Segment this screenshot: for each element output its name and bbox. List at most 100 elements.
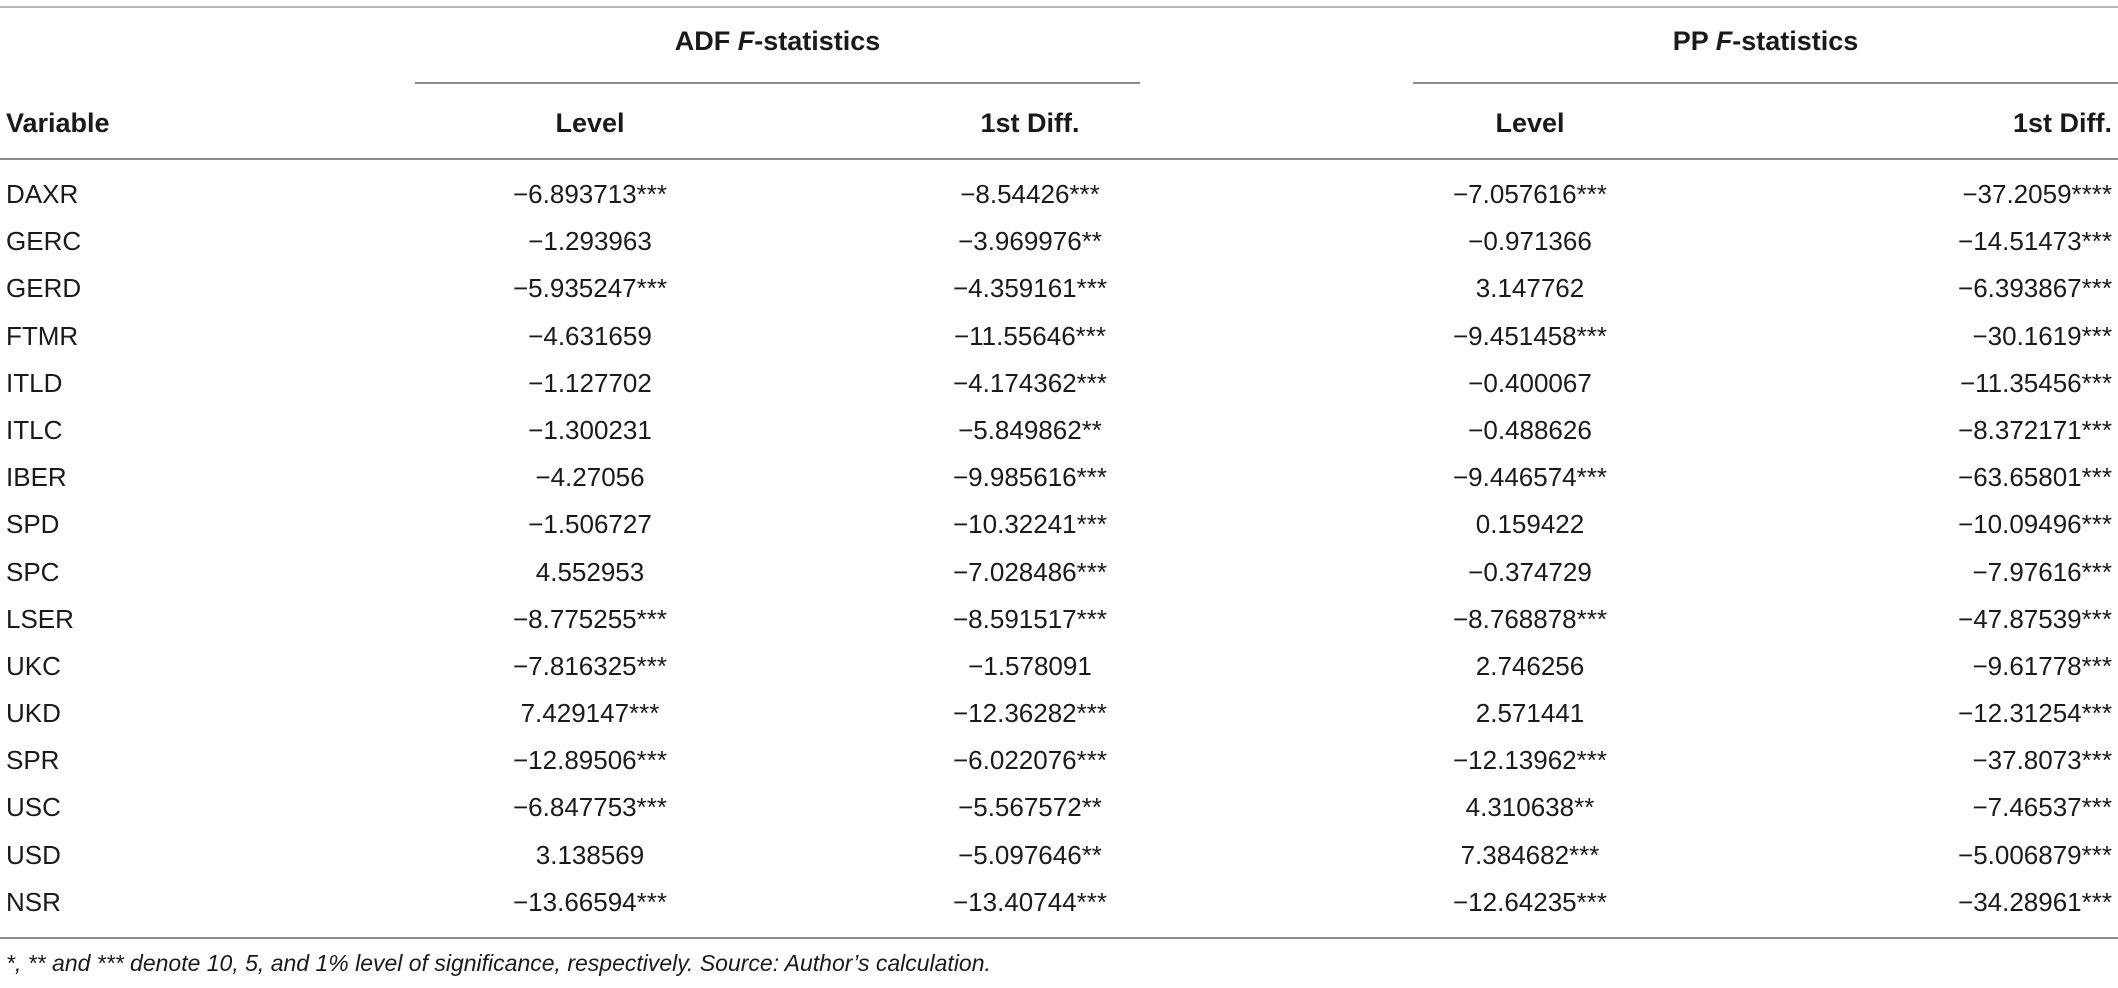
column-header-adf-level: Level xyxy=(555,108,625,138)
cell-pp-diff: −63.65801*** xyxy=(1958,462,2112,493)
table-row: ITLD −1.127702 −4.174362*** −0.400067 −11.35… xyxy=(0,363,2118,410)
cell-adf-level: −7.816325*** xyxy=(513,650,667,681)
cell-pp-level: −12.64235*** xyxy=(1453,886,1607,917)
column-header-pp-diff: 1st Diff. xyxy=(2012,108,2112,138)
cell-adf-diff: −6.022076*** xyxy=(953,745,1107,776)
cell-pp-level: 4.310638** xyxy=(1465,792,1595,823)
cell-pp-diff: −5.006879*** xyxy=(1958,839,2112,870)
cell-variable: ITLD xyxy=(6,367,63,398)
cell-adf-level: −1.127702 xyxy=(528,367,652,398)
cell-adf-diff: −5.097646** xyxy=(958,839,1102,870)
cell-pp-diff: −8.372171*** xyxy=(1958,414,2112,445)
table-footnote: *, ** and *** denote 10, 5, and 1% level… xyxy=(6,950,991,976)
cell-adf-level: 4.552953 xyxy=(535,556,645,587)
cell-pp-diff: −6.393867*** xyxy=(1958,273,2112,304)
adf-header-suffix: -statistics xyxy=(754,26,881,56)
table-row: SPR −12.89506*** −6.022076*** −12.13962*** −… xyxy=(0,740,2118,787)
cell-variable: IBER xyxy=(6,462,67,493)
cell-variable: SPR xyxy=(6,745,60,776)
cell-adf-diff: −13.40744*** xyxy=(953,886,1107,917)
table-row: GERD −5.935247*** −4.359161*** 3.147762 −6.3… xyxy=(0,268,2118,315)
cell-adf-diff: −5.849862** xyxy=(958,414,1102,445)
table-row: UKD 7.429147*** −12.36282*** 2.571441 −12.31… xyxy=(0,693,2118,740)
cell-adf-diff: −3.969976** xyxy=(958,226,1102,257)
cell-pp-diff: −14.51473*** xyxy=(1958,226,2112,257)
cell-pp-diff: −37.8073*** xyxy=(1972,745,2112,776)
cell-variable: LSER xyxy=(6,603,74,634)
cell-pp-level: −9.451458*** xyxy=(1453,320,1607,351)
table-row: IBER −4.27056 −9.985616*** −9.446574*** −63.… xyxy=(0,457,2118,504)
cell-adf-level: −6.847753*** xyxy=(513,792,667,823)
cell-pp-diff: −12.31254*** xyxy=(1958,698,2112,729)
cell-variable: NSR xyxy=(6,886,61,917)
adf-header-prefix: ADF xyxy=(674,26,738,56)
cell-adf-level: −12.89506*** xyxy=(513,745,667,776)
cell-pp-level: −0.400067 xyxy=(1468,367,1592,398)
cell-variable: UKD xyxy=(6,698,61,729)
column-header-pp-level: Level xyxy=(1495,108,1565,138)
cell-adf-level: −8.775255*** xyxy=(513,603,667,634)
table-row: LSER −8.775255*** −8.591517*** −8.768878***… xyxy=(0,599,2118,646)
cell-pp-level: 2.746256 xyxy=(1475,650,1585,681)
adf-group-header: ADF F-statistics xyxy=(415,26,1140,56)
cell-variable: UKC xyxy=(6,650,61,681)
table-row: USC −6.847753*** −5.567572** 4.310638** −7.4… xyxy=(0,787,2118,834)
cell-pp-level: −0.374729 xyxy=(1468,556,1592,587)
table-row: GERC −1.293963 −3.969976** −0.971366 −14.514… xyxy=(0,221,2118,268)
cell-adf-diff: −5.567572** xyxy=(958,792,1102,823)
cell-adf-level: −4.631659 xyxy=(528,320,652,351)
cell-variable: SPD xyxy=(6,509,60,540)
cell-pp-level: −0.971366 xyxy=(1468,226,1592,257)
cell-pp-level: −0.488626 xyxy=(1468,414,1592,445)
cell-adf-diff: −11.55646*** xyxy=(953,320,1107,351)
cell-pp-diff: −7.46537*** xyxy=(1972,792,2112,823)
cell-variable: GERD xyxy=(6,273,82,304)
cell-adf-level: −1.300231 xyxy=(528,414,652,445)
pp-header-italic: F xyxy=(1715,26,1733,56)
cell-variable: GERC xyxy=(6,226,82,257)
table-row: SPD −1.506727 −10.32241*** 0.159422 −10.0949… xyxy=(0,504,2118,551)
cell-pp-diff: −9.61778*** xyxy=(1972,650,2112,681)
cell-adf-level: −4.27056 xyxy=(535,462,645,493)
table-row: DAXR −6.893713*** −8.54426*** −7.057616*** −… xyxy=(0,174,2118,221)
cell-adf-diff: −12.36282*** xyxy=(953,698,1107,729)
cell-adf-diff: −8.54426*** xyxy=(960,179,1100,209)
table-row: FTMR −4.631659 −11.55646*** −9.451458*** −30… xyxy=(0,316,2118,363)
cell-pp-level: −9.446574*** xyxy=(1453,462,1607,493)
adf-header-italic: F xyxy=(737,26,755,56)
cell-variable: FTMR xyxy=(6,320,79,351)
header-bottom-rule xyxy=(0,158,2118,160)
cell-adf-diff: −7.028486*** xyxy=(953,556,1107,587)
cell-pp-diff: −47.87539*** xyxy=(1958,603,2112,634)
cell-adf-level: −5.935247*** xyxy=(513,273,667,304)
cell-adf-level: −13.66594*** xyxy=(513,886,667,917)
column-header-variable: Variable xyxy=(6,108,110,138)
cell-variable: USC xyxy=(6,792,61,823)
cell-pp-diff: −37.2059**** xyxy=(1962,179,2112,209)
table-top-rule xyxy=(0,6,2118,8)
cell-pp-diff: −10.09496*** xyxy=(1958,509,2112,540)
cell-pp-level: −7.057616*** xyxy=(1453,179,1607,209)
cell-pp-level: 2.571441 xyxy=(1475,698,1585,729)
cell-pp-level: 3.147762 xyxy=(1475,273,1585,304)
pp-group-header: PP F-statistics xyxy=(1413,26,2118,56)
cell-pp-diff: −7.97616*** xyxy=(1972,556,2112,587)
cell-adf-diff: −9.985616*** xyxy=(953,462,1107,493)
cell-variable: DAXR xyxy=(6,179,79,209)
cell-pp-level: −8.768878*** xyxy=(1453,603,1607,634)
cell-pp-diff: −11.35456*** xyxy=(1959,367,2112,398)
table-row: UKC −7.816325*** −1.578091 2.746256 −9.61778… xyxy=(0,646,2118,693)
table-row: NSR −13.66594*** −13.40744*** −12.64235*** −… xyxy=(0,882,2118,929)
cell-variable: USD xyxy=(6,839,61,870)
cell-adf-level: 7.429147*** xyxy=(520,698,660,729)
cell-pp-level: 7.384682*** xyxy=(1460,839,1600,870)
cell-adf-level: −6.893713*** xyxy=(513,179,667,209)
pp-group-rule xyxy=(1413,82,2118,84)
cell-pp-diff: −34.28961*** xyxy=(1958,886,2112,917)
cell-adf-diff: −4.359161*** xyxy=(953,273,1107,304)
cell-pp-diff: −30.1619*** xyxy=(1972,320,2112,351)
pp-header-prefix: PP xyxy=(1672,26,1716,56)
cell-adf-diff: −8.591517*** xyxy=(953,603,1107,634)
cell-adf-diff: −10.32241*** xyxy=(953,509,1107,540)
cell-variable: ITLC xyxy=(6,414,63,445)
